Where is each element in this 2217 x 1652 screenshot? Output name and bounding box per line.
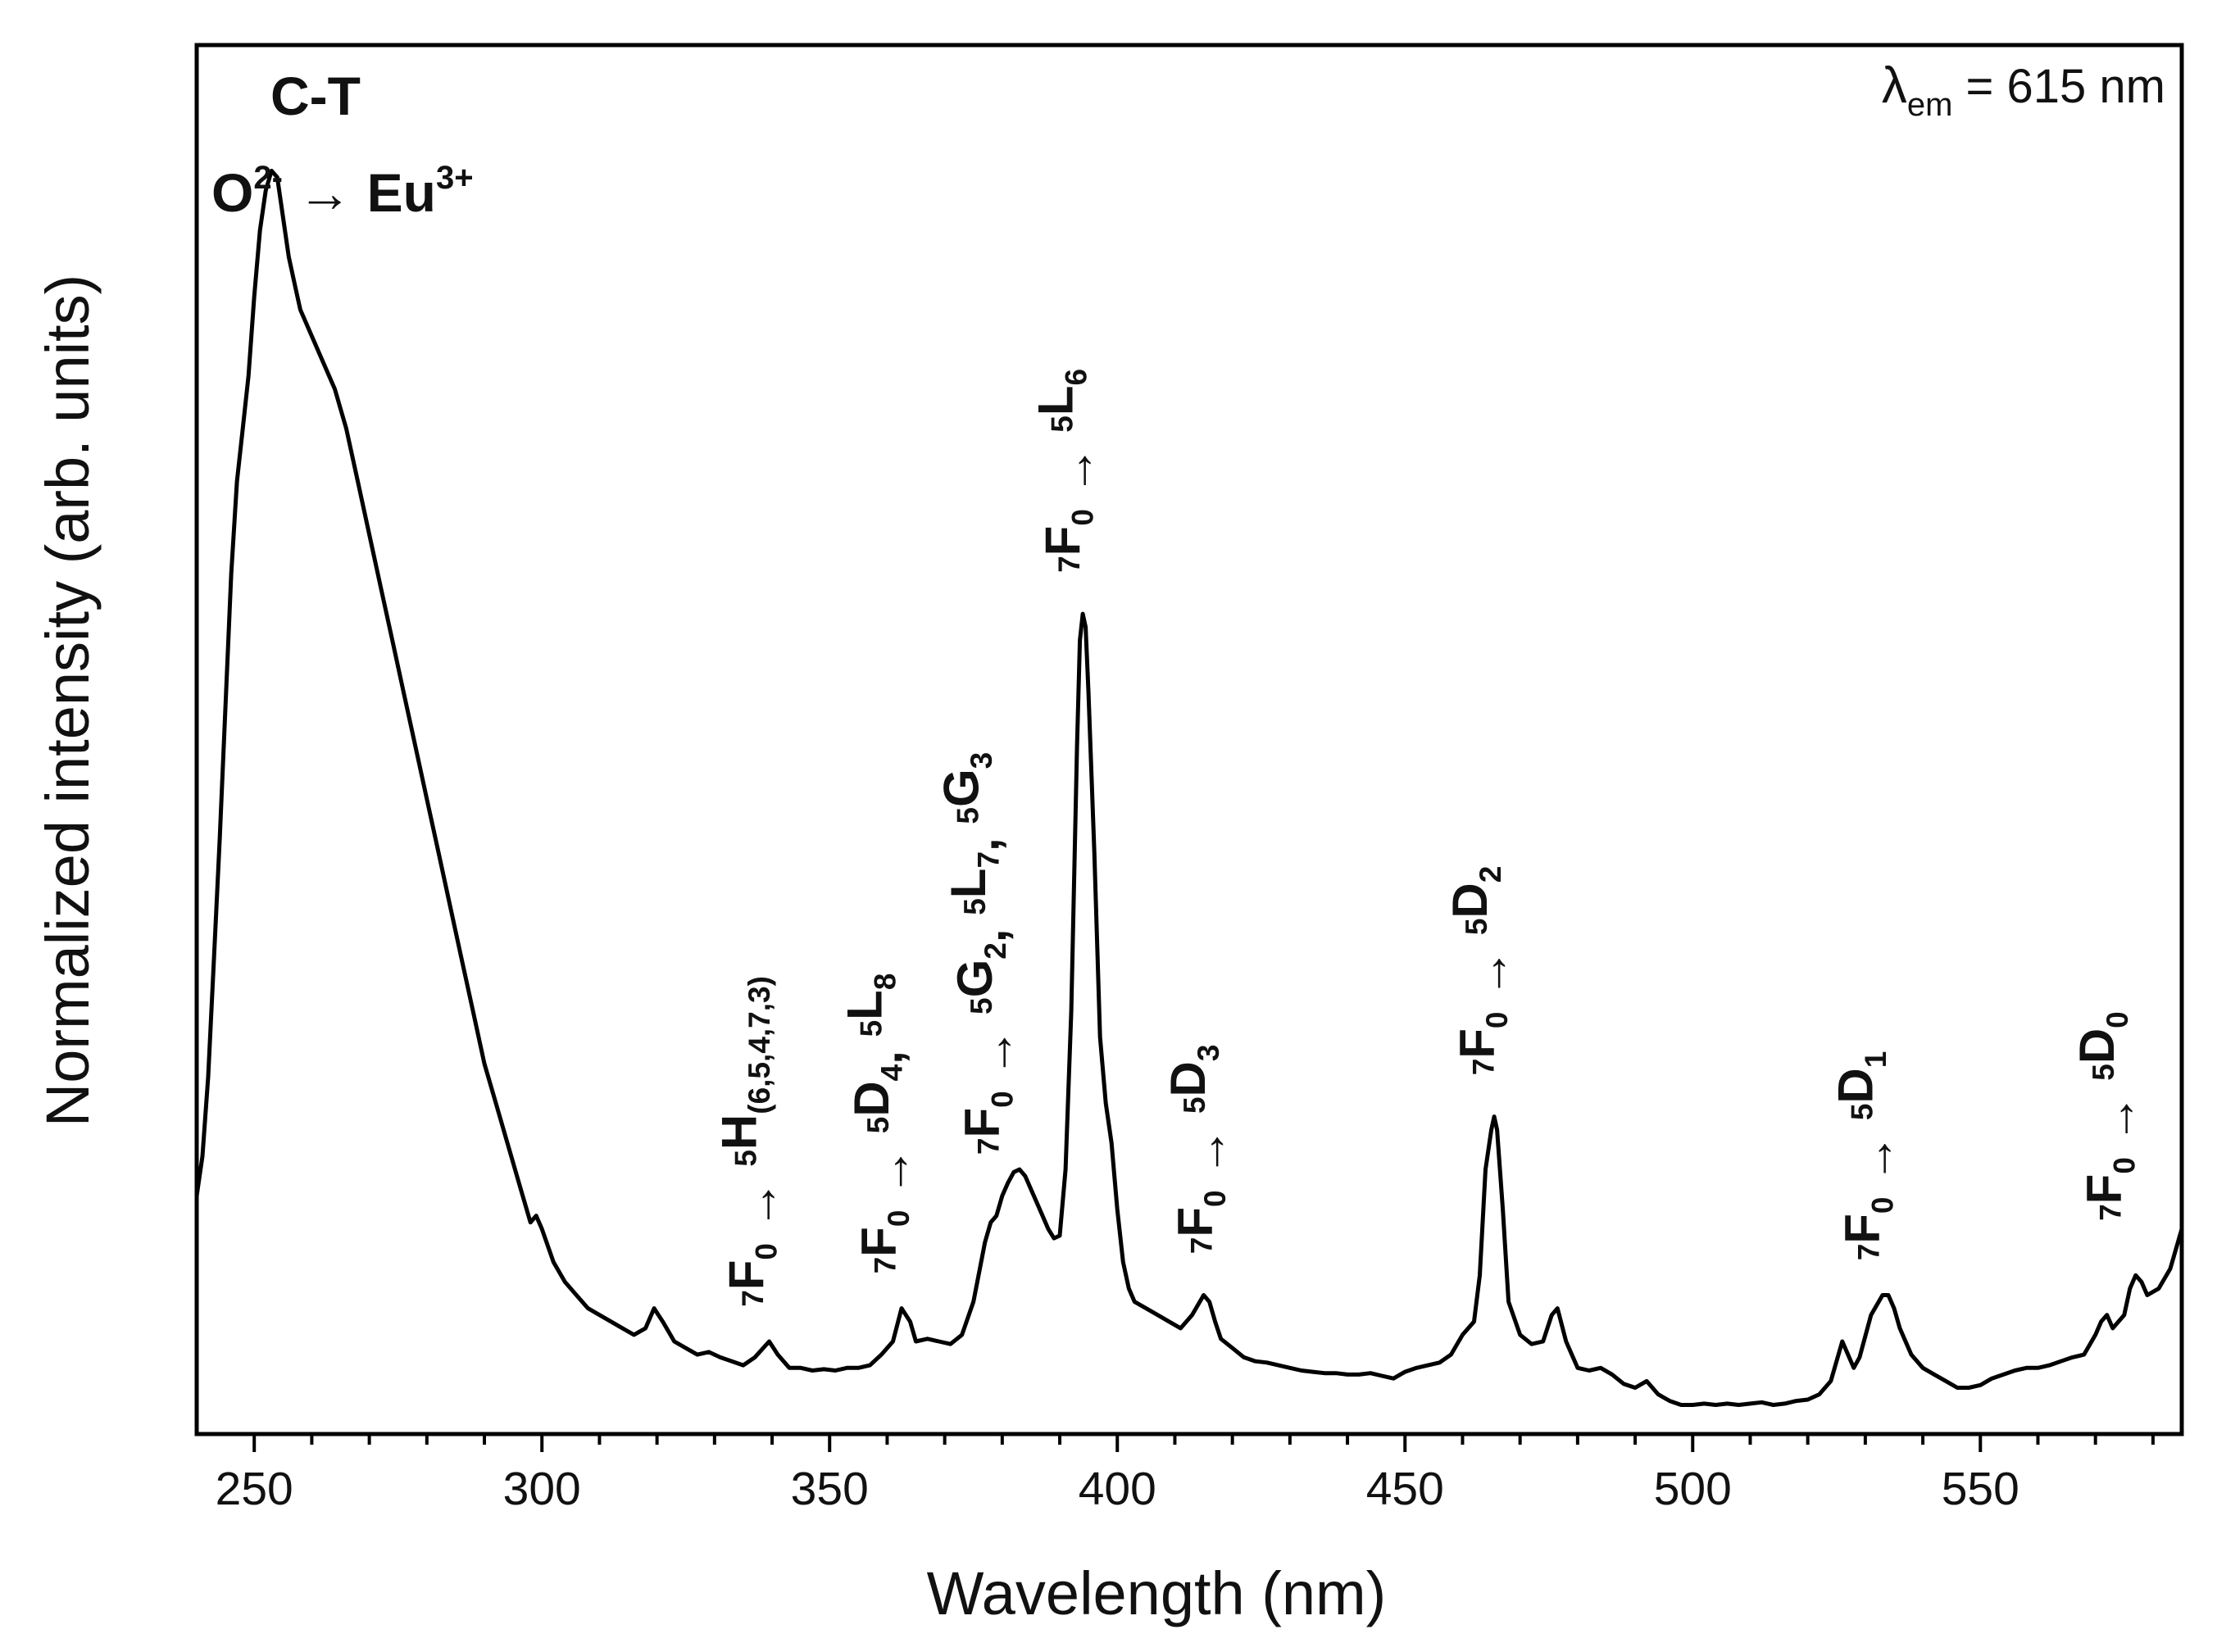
x-tick-label: 250 [216, 1463, 293, 1515]
transition-label-GLG: 7F0 → 5G2, 5L7, 5G3 [934, 752, 1023, 1155]
transition-label-D2: 7F0 → 5D2 [1442, 866, 1518, 1076]
x-axis-title: Wavelength (nm) [927, 1559, 1387, 1627]
x-axis-tick-labels: 250 300 350 400 450 500 550 [216, 1463, 2019, 1515]
x-tick-label: 500 [1654, 1463, 1732, 1515]
y-axis-title: Normalized intensity (arb. units) [34, 275, 102, 1127]
series-layer [194, 168, 2184, 1407]
emission-wavelength-label: λem = 615 nm [1882, 57, 2165, 123]
plot-area-border [194, 43, 2184, 1436]
transition-label-D3: 7F0 → 5D3 [1161, 1045, 1236, 1255]
plot-frame [194, 43, 2184, 1436]
annotations-layer: C-T λem = 615 nm O2- → Eu3+ 7F0 → 5H(6,5,4,… [211, 57, 2165, 1307]
x-tick-label: 400 [1079, 1463, 1156, 1515]
sample-label: C-T [270, 66, 361, 126]
spectrum-line [194, 168, 2184, 1407]
x-tick-label: 300 [503, 1463, 581, 1515]
x-tick-label: 550 [1942, 1463, 2019, 1515]
transition-label-L6: 7F0 → 5L6 [1029, 369, 1104, 573]
x-tick-label: 450 [1366, 1463, 1444, 1515]
transition-label-D4L8: 7F0 → 5D4, 5L8 [838, 974, 920, 1274]
transition-label-D0: 7F0 → 5D0 [2069, 1011, 2145, 1221]
charge-transfer-label: O2- → Eu3+ [211, 160, 474, 223]
x-axis-ticks [252, 1434, 2155, 1452]
x-tick-label: 350 [791, 1463, 869, 1515]
transition-label-D1: 7F0 → 5D1 [1828, 1051, 1903, 1261]
transition-label-H: 7F0 → 5H(6,5,4,7,3) [711, 976, 787, 1307]
